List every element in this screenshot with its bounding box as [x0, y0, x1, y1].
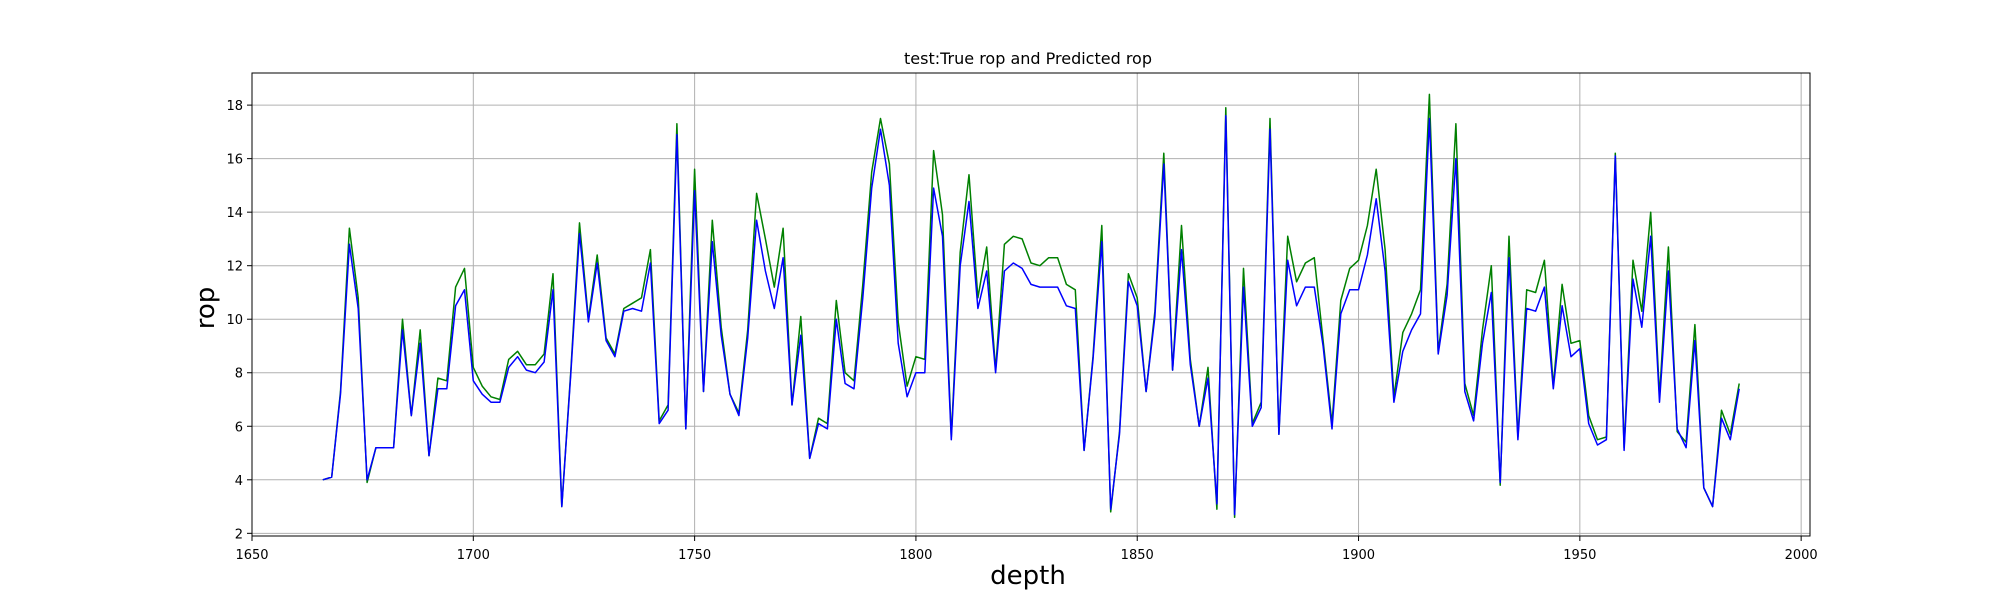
series-layer — [322, 93, 1740, 519]
x-tick-label: 2000 — [1785, 548, 1818, 563]
y-tick-label: 12 — [226, 260, 243, 275]
grid-lines — [251, 73, 1810, 536]
y-tick-label: 8 — [235, 367, 243, 382]
x-tick-label: 1700 — [457, 548, 490, 563]
x-tick-label: 1750 — [678, 548, 711, 563]
series-line-2 — [322, 115, 1740, 516]
x-tick-label: 1650 — [235, 548, 268, 563]
y-tick-label: 14 — [226, 206, 243, 221]
x-tick-label: 1950 — [1563, 548, 1596, 563]
y-axis-ticks: 2 4 6 8 10 12 14 16 18 — [226, 99, 252, 542]
chart-title: test:True rop and Predicted rop — [904, 49, 1152, 68]
x-tick-label: 1900 — [1342, 548, 1375, 563]
x-axis-title: depth — [990, 561, 1066, 591]
y-tick-label: 6 — [235, 420, 243, 435]
y-tick-label: 4 — [235, 474, 243, 489]
x-tick-label: 1850 — [1121, 548, 1154, 563]
y-axis-title: rop — [191, 287, 221, 330]
y-tick-label: 10 — [226, 313, 243, 328]
y-tick-label: 16 — [226, 153, 243, 168]
x-axis-ticks: 1650 1700 1750 1800 1850 1900 1950 2000 — [235, 536, 1818, 563]
y-tick-label: 2 — [235, 527, 243, 542]
series-line-1 — [322, 93, 1740, 519]
x-tick-label: 1800 — [899, 548, 932, 563]
plot-frame — [251, 72, 1811, 537]
y-tick-label: 18 — [226, 99, 243, 114]
